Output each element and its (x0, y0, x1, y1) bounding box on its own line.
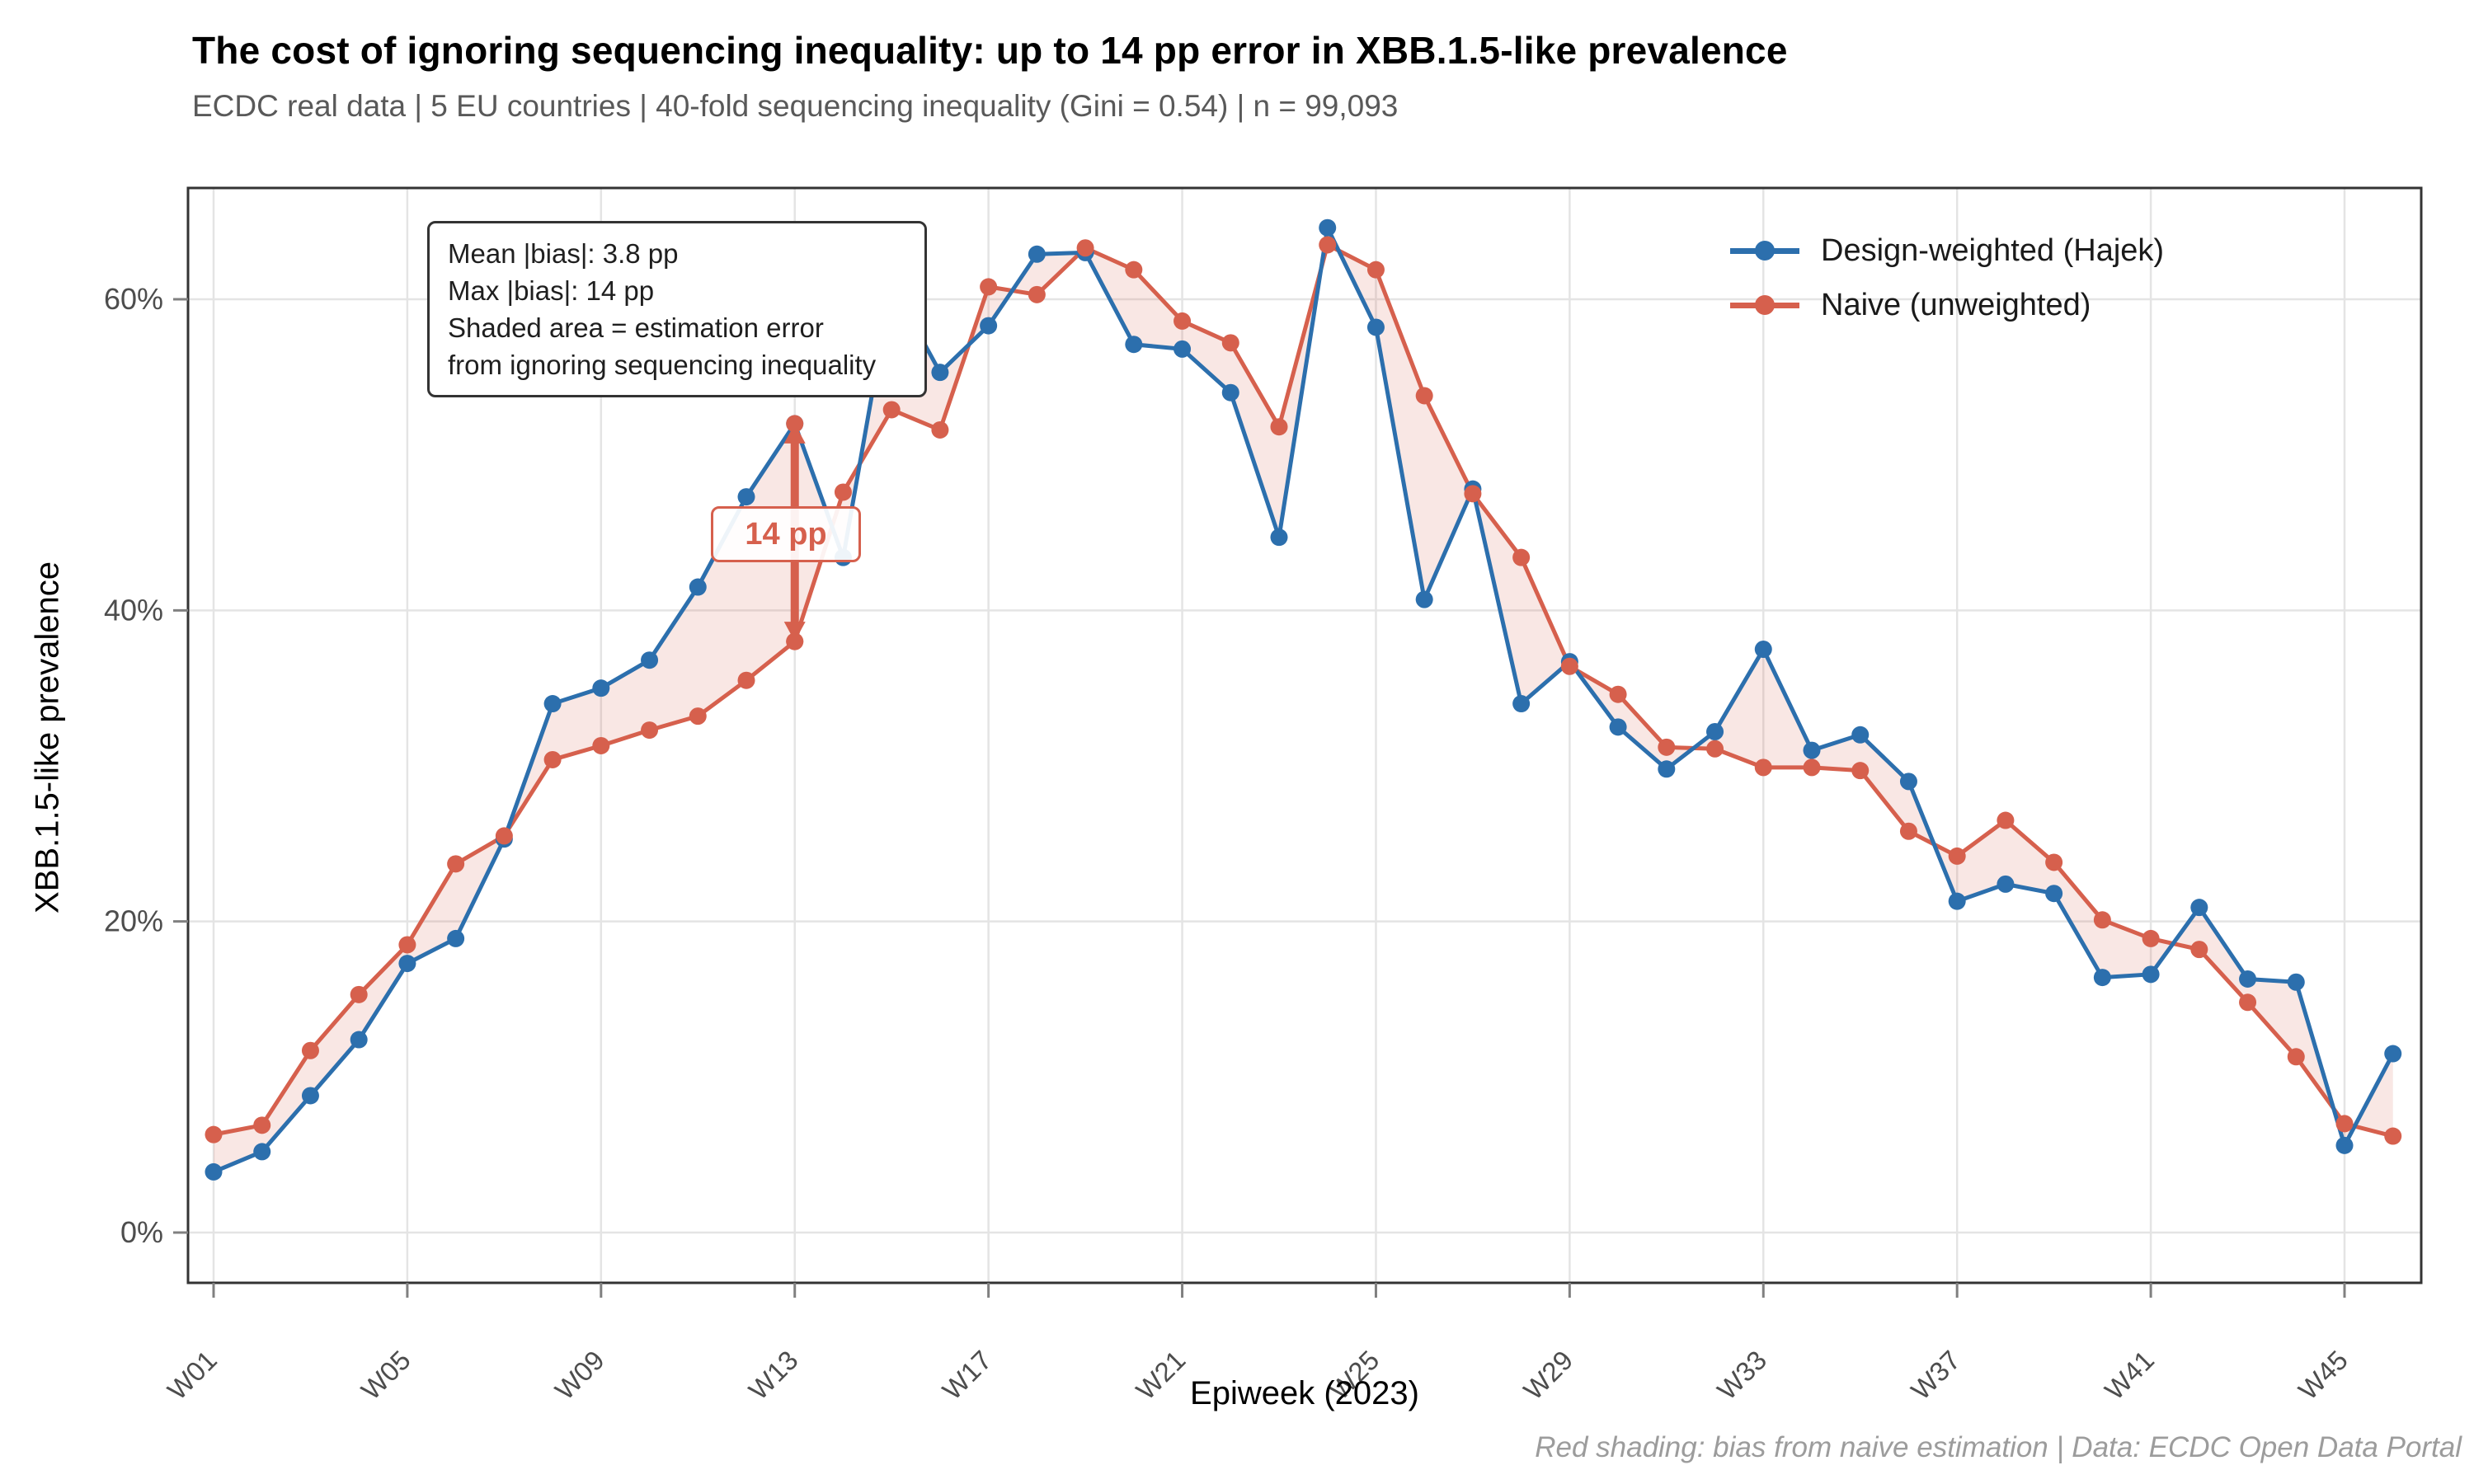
x-tick-label: W01 (162, 1345, 223, 1406)
legend-label-design-weighted: Design-weighted (Hajek) (1821, 232, 2165, 268)
hajek-line (211, 225, 2396, 1174)
x-tick-label: W13 (743, 1345, 804, 1406)
legend-item-naive: Naive (unweighted) (1730, 284, 2164, 326)
annotation-line-shaded-area: Shaded area = estimation error (448, 312, 824, 343)
bias-annotation-box: Mean |bias|: 3.8 pp Max |bias|: 14 pp Sh… (427, 221, 927, 397)
caption-footer: Red shading: bias from naive estimation … (1535, 1431, 2462, 1463)
naive-line (211, 242, 2396, 1139)
legend-label-naive: Naive (unweighted) (1821, 287, 2091, 322)
x-tick-label: W45 (2293, 1345, 2354, 1406)
annotation-line-max-bias: Max |bias|: 14 pp (448, 275, 655, 306)
y-tick-label: 60% (104, 282, 163, 316)
x-tick-label: W41 (2099, 1345, 2160, 1406)
x-axis-title: Epiweek (2023) (1190, 1375, 1419, 1411)
legend-key-blue-line-dot-icon (1730, 239, 1799, 262)
y-tick-label: 0% (120, 1215, 163, 1249)
x-tick-label: W09 (549, 1345, 610, 1406)
page-subtitle: ECDC real data | 5 EU countries | 40-fol… (192, 89, 1399, 123)
x-tick-label: W37 (1905, 1345, 1966, 1406)
x-tick-label: W33 (1711, 1345, 1772, 1406)
annotation-line-shaded-area-2: from ignoring sequencing inequality (448, 350, 877, 380)
y-axis-title: XBB.1.5-like prevalence (29, 561, 66, 913)
max-bias-callout: 14 pp (711, 506, 861, 562)
legend: Design-weighted (Hajek) Naive (unweighte… (1730, 229, 2164, 326)
naive-points (205, 236, 2402, 1145)
legend-item-design-weighted: Design-weighted (Hajek) (1730, 229, 2164, 272)
panel-border (186, 186, 2423, 1284)
y-tick-label: 20% (104, 904, 163, 938)
legend-key-red-line-dot-icon (1730, 294, 1799, 317)
page-title: The cost of ignoring sequencing inequali… (192, 29, 1788, 72)
bias-ribbon (214, 228, 2393, 1172)
y-tick-label: 40% (104, 593, 163, 627)
annotation-line-mean-bias: Mean |bias|: 3.8 pp (448, 238, 679, 269)
gridlines (188, 188, 2421, 1283)
x-tick-label: W05 (355, 1345, 416, 1406)
